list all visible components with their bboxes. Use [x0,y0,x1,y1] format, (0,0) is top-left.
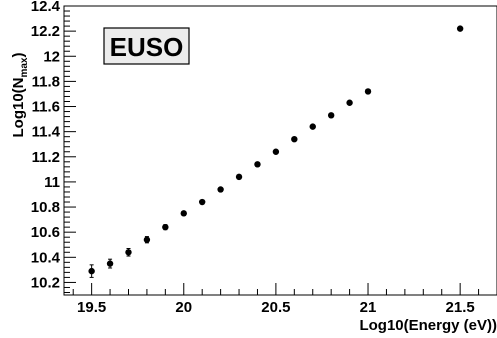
x-tick-label: 20 [175,299,192,316]
x-axis-title: Log10(Energy (eV)) [359,317,497,334]
data-point [327,112,335,119]
data-point [180,210,187,217]
y-tick-label: 11 [44,174,60,191]
y-axis-title: Log10(Nmax) [10,52,30,137]
legend-box: EUSO [103,27,190,65]
data-point [309,123,316,130]
data-point [272,148,280,155]
y-tick-label: 11.6 [32,99,60,116]
data-point [235,173,243,181]
y-tick-label: 12.2 [31,23,60,40]
data-point [346,99,353,106]
data-point [125,249,132,256]
y-tick-label: 11.2 [32,149,60,166]
data-point [291,135,298,143]
y-axis-title-suffix: ) [10,52,27,57]
data-point [143,236,151,243]
data-series [88,25,464,278]
x-axis: 19.5 20 20.5 21 21.5 [72,283,497,316]
y-tick-label: 10.2 [31,274,60,291]
y-tick-label: 12.4 [31,0,61,15]
y-tick-label: 10.6 [31,224,60,241]
y-tick-label: 10.4 [31,249,61,266]
data-point [88,267,95,275]
data-point [364,88,372,95]
y-axis-title-subscript: max [19,57,30,77]
data-point [456,25,464,32]
data-point [106,260,114,267]
y-axis-title-prefix: Log10(N [10,78,27,138]
data-point [254,161,261,168]
x-tick-label: 20.5 [261,299,290,316]
data-point [217,186,224,193]
data-point [162,223,169,231]
plot-frame [63,5,497,296]
y-tick-label: 12 [43,48,60,65]
legend-label: EUSO [110,32,184,62]
data-point [198,198,206,206]
x-tick-label: 19.5 [77,299,106,316]
y-tick-label: 11.8 [32,73,60,90]
y-axis: 10.2 10.4 10.6 10.8 11 11.2 11.4 11.6 11.8 12 12.2… [31,0,76,293]
y-tick-label: 10.8 [31,199,60,216]
y-tick-label: 11.4 [32,124,61,141]
x-tick-label: 21 [360,299,377,316]
x-tick-label: 21.5 [446,299,475,316]
